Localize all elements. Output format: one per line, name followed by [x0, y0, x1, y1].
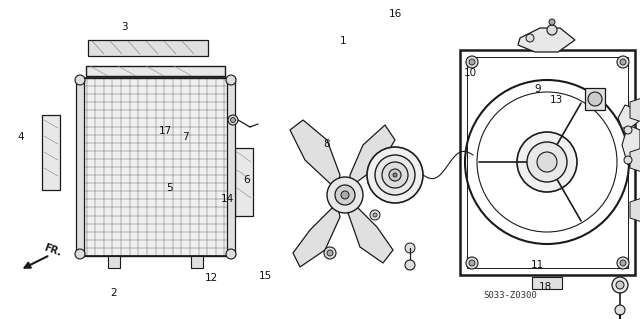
Circle shape — [537, 152, 557, 172]
Text: 11: 11 — [531, 260, 544, 270]
Text: 7: 7 — [182, 132, 189, 142]
Polygon shape — [630, 98, 640, 122]
Circle shape — [405, 243, 415, 253]
Text: 3: 3 — [122, 22, 128, 32]
Text: 13: 13 — [550, 95, 563, 106]
Circle shape — [615, 305, 625, 315]
Polygon shape — [293, 203, 340, 267]
Text: 4: 4 — [18, 132, 24, 142]
Text: 10: 10 — [464, 68, 477, 78]
Circle shape — [382, 162, 408, 188]
Bar — [78, 78, 233, 256]
Bar — [467, 57, 628, 268]
Circle shape — [228, 115, 238, 125]
Circle shape — [624, 156, 632, 164]
Circle shape — [335, 185, 355, 205]
Circle shape — [327, 250, 333, 256]
Text: 5: 5 — [166, 183, 173, 193]
Circle shape — [389, 169, 401, 181]
Polygon shape — [618, 105, 638, 128]
Circle shape — [612, 277, 628, 293]
Text: S033-Z0300: S033-Z0300 — [483, 291, 537, 300]
Text: 18: 18 — [539, 282, 552, 292]
Bar — [78, 78, 233, 256]
Circle shape — [526, 34, 534, 42]
Bar — [88, 40, 208, 56]
Circle shape — [616, 281, 624, 289]
Circle shape — [620, 59, 626, 65]
Circle shape — [370, 210, 380, 220]
Circle shape — [469, 260, 475, 266]
Text: 1: 1 — [340, 36, 346, 47]
Bar — [532, 277, 562, 289]
Bar — [108, 256, 120, 268]
Text: 8: 8 — [323, 138, 330, 149]
Circle shape — [624, 126, 632, 134]
Circle shape — [393, 173, 397, 177]
Bar — [235, 148, 253, 216]
Circle shape — [620, 260, 626, 266]
Circle shape — [405, 260, 415, 270]
Bar — [76, 78, 84, 256]
Circle shape — [324, 247, 336, 259]
Circle shape — [341, 191, 349, 199]
Polygon shape — [622, 125, 640, 165]
Circle shape — [617, 257, 629, 269]
Polygon shape — [518, 28, 575, 52]
Bar — [42, 115, 60, 190]
Circle shape — [549, 19, 555, 25]
Circle shape — [226, 249, 236, 259]
Text: 16: 16 — [389, 9, 402, 19]
Circle shape — [466, 56, 478, 68]
Polygon shape — [290, 120, 340, 190]
Circle shape — [588, 92, 602, 106]
Circle shape — [230, 117, 236, 122]
Text: 9: 9 — [534, 84, 541, 94]
Bar — [227, 78, 235, 256]
Circle shape — [75, 75, 85, 85]
Bar — [585, 88, 605, 110]
Text: 12: 12 — [205, 272, 218, 283]
Circle shape — [375, 155, 415, 195]
Text: 6: 6 — [243, 175, 250, 185]
Circle shape — [327, 177, 363, 213]
Text: 17: 17 — [159, 126, 172, 136]
Polygon shape — [350, 125, 395, 187]
Circle shape — [617, 56, 629, 68]
Text: 15: 15 — [259, 271, 272, 281]
Text: 14: 14 — [221, 194, 234, 204]
Polygon shape — [348, 200, 393, 263]
Polygon shape — [630, 148, 640, 172]
Text: FR.: FR. — [42, 242, 62, 258]
Bar — [86, 66, 225, 76]
Bar — [460, 50, 635, 275]
Bar — [191, 256, 203, 268]
Circle shape — [226, 75, 236, 85]
Circle shape — [367, 147, 423, 203]
Circle shape — [469, 59, 475, 65]
Circle shape — [75, 249, 85, 259]
Circle shape — [527, 142, 567, 182]
Polygon shape — [630, 198, 640, 222]
Circle shape — [517, 132, 577, 192]
Circle shape — [373, 213, 377, 217]
Circle shape — [547, 25, 557, 35]
Text: 2: 2 — [111, 288, 117, 299]
Circle shape — [466, 257, 478, 269]
